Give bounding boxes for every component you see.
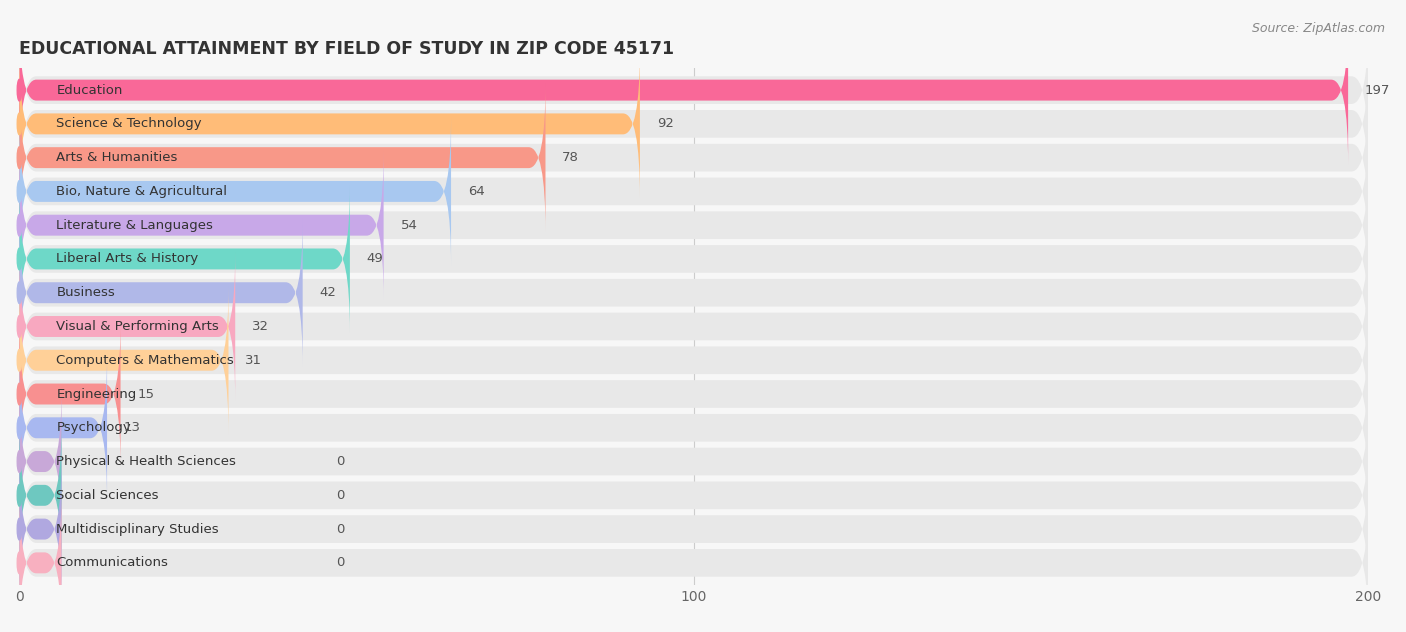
Text: 13: 13 xyxy=(124,422,141,434)
Text: 49: 49 xyxy=(367,252,384,265)
Circle shape xyxy=(17,79,21,101)
Text: Education: Education xyxy=(56,83,122,97)
Circle shape xyxy=(17,214,21,236)
FancyBboxPatch shape xyxy=(20,118,451,265)
FancyBboxPatch shape xyxy=(20,83,546,231)
Circle shape xyxy=(17,383,21,405)
FancyBboxPatch shape xyxy=(20,253,235,401)
Circle shape xyxy=(17,147,21,169)
Text: Psychology: Psychology xyxy=(56,422,131,434)
FancyBboxPatch shape xyxy=(20,53,1368,195)
FancyBboxPatch shape xyxy=(20,185,350,333)
Circle shape xyxy=(17,248,21,270)
FancyBboxPatch shape xyxy=(20,188,1368,329)
FancyBboxPatch shape xyxy=(20,151,384,299)
Text: EDUCATIONAL ATTAINMENT BY FIELD OF STUDY IN ZIP CODE 45171: EDUCATIONAL ATTAINMENT BY FIELD OF STUDY… xyxy=(20,40,675,58)
FancyBboxPatch shape xyxy=(20,87,1368,228)
Text: Social Sciences: Social Sciences xyxy=(56,489,159,502)
FancyBboxPatch shape xyxy=(20,219,302,367)
Circle shape xyxy=(17,315,21,337)
FancyBboxPatch shape xyxy=(20,357,1368,499)
Text: Multidisciplinary Studies: Multidisciplinary Studies xyxy=(56,523,219,535)
FancyBboxPatch shape xyxy=(20,458,1368,600)
FancyBboxPatch shape xyxy=(20,320,121,468)
FancyBboxPatch shape xyxy=(20,286,228,434)
FancyBboxPatch shape xyxy=(20,256,1368,397)
Text: 0: 0 xyxy=(336,556,344,569)
Text: 31: 31 xyxy=(245,354,263,367)
Text: Liberal Arts & History: Liberal Arts & History xyxy=(56,252,198,265)
Text: Bio, Nature & Agricultural: Bio, Nature & Agricultural xyxy=(56,185,228,198)
FancyBboxPatch shape xyxy=(20,155,1368,296)
Text: 54: 54 xyxy=(401,219,418,232)
Text: Visual & Performing Arts: Visual & Performing Arts xyxy=(56,320,219,333)
Text: 32: 32 xyxy=(252,320,269,333)
Text: 64: 64 xyxy=(468,185,485,198)
FancyBboxPatch shape xyxy=(20,422,62,569)
FancyBboxPatch shape xyxy=(20,16,1348,164)
FancyBboxPatch shape xyxy=(20,324,1368,465)
Text: Literature & Languages: Literature & Languages xyxy=(56,219,214,232)
Text: 78: 78 xyxy=(562,151,579,164)
Text: 92: 92 xyxy=(657,118,673,130)
FancyBboxPatch shape xyxy=(20,425,1368,566)
Text: Physical & Health Sciences: Physical & Health Sciences xyxy=(56,455,236,468)
FancyBboxPatch shape xyxy=(20,387,62,535)
Text: Engineering: Engineering xyxy=(56,387,136,401)
Text: 42: 42 xyxy=(319,286,336,299)
FancyBboxPatch shape xyxy=(20,455,62,603)
Circle shape xyxy=(17,518,21,540)
Text: Science & Technology: Science & Technology xyxy=(56,118,202,130)
Text: Computers & Mathematics: Computers & Mathematics xyxy=(56,354,235,367)
Text: 0: 0 xyxy=(336,489,344,502)
FancyBboxPatch shape xyxy=(20,354,107,502)
FancyBboxPatch shape xyxy=(20,121,1368,262)
Circle shape xyxy=(17,417,21,439)
Text: Communications: Communications xyxy=(56,556,169,569)
Text: Business: Business xyxy=(56,286,115,299)
FancyBboxPatch shape xyxy=(20,391,1368,532)
Circle shape xyxy=(17,349,21,371)
Circle shape xyxy=(17,181,21,202)
Text: 0: 0 xyxy=(336,455,344,468)
FancyBboxPatch shape xyxy=(20,222,1368,363)
Circle shape xyxy=(17,451,21,472)
FancyBboxPatch shape xyxy=(20,492,1368,632)
FancyBboxPatch shape xyxy=(20,20,1368,161)
Circle shape xyxy=(17,552,21,574)
Text: Source: ZipAtlas.com: Source: ZipAtlas.com xyxy=(1251,22,1385,35)
Text: 197: 197 xyxy=(1365,83,1391,97)
Text: Arts & Humanities: Arts & Humanities xyxy=(56,151,177,164)
Text: 15: 15 xyxy=(138,387,155,401)
FancyBboxPatch shape xyxy=(20,50,640,198)
Circle shape xyxy=(17,282,21,303)
Circle shape xyxy=(17,485,21,506)
FancyBboxPatch shape xyxy=(20,489,62,632)
Text: 0: 0 xyxy=(336,523,344,535)
Circle shape xyxy=(17,113,21,135)
FancyBboxPatch shape xyxy=(20,289,1368,431)
